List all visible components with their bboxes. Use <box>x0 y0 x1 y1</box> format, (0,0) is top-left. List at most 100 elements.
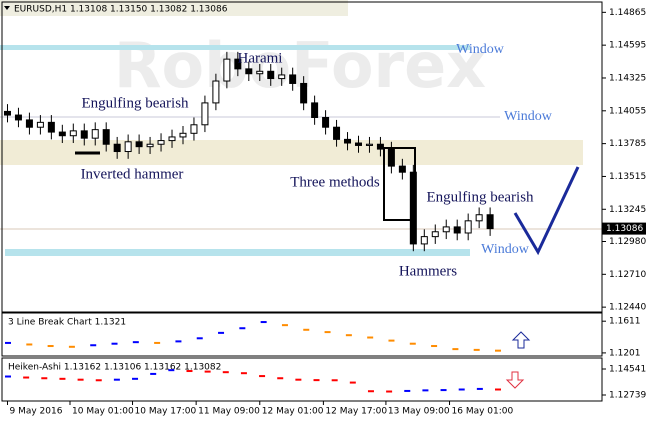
indicator-point <box>196 337 203 340</box>
candle-body <box>365 143 373 146</box>
candle-body <box>486 214 494 230</box>
x-tick-label: 10 May 17:00 <box>135 407 197 417</box>
indicator-point <box>260 321 267 324</box>
indicator-point <box>431 345 438 348</box>
indicator-point <box>59 377 66 380</box>
candle-body <box>453 226 461 234</box>
indicator-point <box>313 379 320 382</box>
candle-body <box>278 74 286 80</box>
header-icon <box>4 6 10 10</box>
indicator-point <box>154 341 161 344</box>
candle-body <box>102 129 110 145</box>
indicator-point <box>324 331 331 334</box>
candle-body <box>168 136 176 142</box>
indicator-point <box>150 372 157 375</box>
indicator-point <box>204 370 211 373</box>
candle-body <box>47 121 55 133</box>
x-tick-label: 10 May 01:00 <box>72 407 134 417</box>
indicator-point <box>77 378 84 381</box>
indicator-label: Heiken-Ashi 1.13162 1.13106 1.13162 1.13… <box>8 363 221 373</box>
candle-body <box>409 171 417 245</box>
indicator-point <box>90 344 97 347</box>
price-tag <box>602 222 646 235</box>
y-tick-label: 1.14541 <box>609 364 646 374</box>
candle-body <box>376 143 384 150</box>
candle-body <box>267 70 275 80</box>
annotation: Window <box>456 42 505 57</box>
header: EURUSD,H1 1.13108 1.13150 1.13082 1.1308… <box>14 5 228 15</box>
candle-body <box>234 58 242 70</box>
indicator-point <box>495 388 501 391</box>
pattern-box <box>383 147 416 221</box>
down-arrow <box>505 371 525 389</box>
candle-body <box>245 68 253 75</box>
y-tick-label: 1.14325 <box>609 73 646 83</box>
indicator-point <box>303 328 310 331</box>
candle-body <box>146 143 154 148</box>
candle-body <box>14 114 22 121</box>
y-tick-label: 1.1611 <box>609 317 641 327</box>
candle-body <box>80 130 88 139</box>
candle-body <box>190 124 198 134</box>
annotation: Three methods <box>290 174 380 190</box>
indicator-point <box>458 388 465 391</box>
indicator-point <box>5 341 11 344</box>
candle-body <box>431 231 439 238</box>
candle-body <box>58 131 66 137</box>
indicator-point <box>476 387 483 390</box>
candle-body <box>387 148 395 167</box>
indicator-point <box>409 342 416 345</box>
indicator-point <box>222 371 229 374</box>
x-tick-label: 16 May 01:00 <box>452 407 514 417</box>
candle-body <box>113 143 121 153</box>
indicator-point <box>495 349 501 352</box>
indicator-point <box>132 341 139 344</box>
annotation: Inverted hammer <box>81 166 184 182</box>
candle-body <box>36 121 44 128</box>
candle-body <box>69 130 77 137</box>
x-tick-label: 13 May 09:00 <box>388 407 450 417</box>
indicator-point <box>422 389 429 392</box>
indicator-point <box>349 381 356 384</box>
candle-body <box>344 138 352 144</box>
candle-body <box>398 165 406 173</box>
candle-body <box>25 119 33 128</box>
candles <box>3 51 494 252</box>
y-tick-label: 1.12980 <box>609 237 646 247</box>
candle-body <box>311 102 319 118</box>
y-tick-label: 1.12739 <box>609 390 646 400</box>
x-tick-label: 11 May 09:00 <box>198 407 260 417</box>
sub-panel <box>1 357 603 402</box>
candle-body <box>289 74 297 84</box>
watermark: RoboForex <box>114 29 486 102</box>
candle-body <box>333 126 341 140</box>
indicator-point <box>95 379 102 382</box>
price-tag-label: 1.13086 <box>606 224 643 234</box>
indicator-point <box>331 379 338 382</box>
main-panel <box>1 1 603 313</box>
indicator-point <box>473 348 480 351</box>
candle-body <box>256 70 264 75</box>
candle-body <box>201 102 209 126</box>
indicator-point <box>111 342 118 345</box>
y-tick-label: 1.14865 <box>609 8 646 18</box>
indicator-point <box>259 375 266 378</box>
indicator-point <box>452 348 459 351</box>
sub-panel <box>1 312 603 357</box>
candle-body <box>179 132 187 138</box>
indicator-point <box>240 372 247 375</box>
indicator-point <box>239 327 246 330</box>
x-tick-label: 12 May 01:00 <box>262 407 324 417</box>
candle-body <box>223 58 231 82</box>
indicator-point <box>345 334 352 337</box>
x-tick-label: 12 May 17:00 <box>325 407 387 417</box>
indicator-point <box>113 378 120 381</box>
annotation: Hammers <box>399 263 457 279</box>
annotation: Engulfing bearish <box>426 189 534 205</box>
y-tick-label: 1.13245 <box>609 205 646 215</box>
y-tick-label: 1.12710 <box>609 270 646 280</box>
indicator-point <box>404 389 411 392</box>
indicator-point <box>68 345 75 348</box>
indicator-point <box>218 331 225 334</box>
